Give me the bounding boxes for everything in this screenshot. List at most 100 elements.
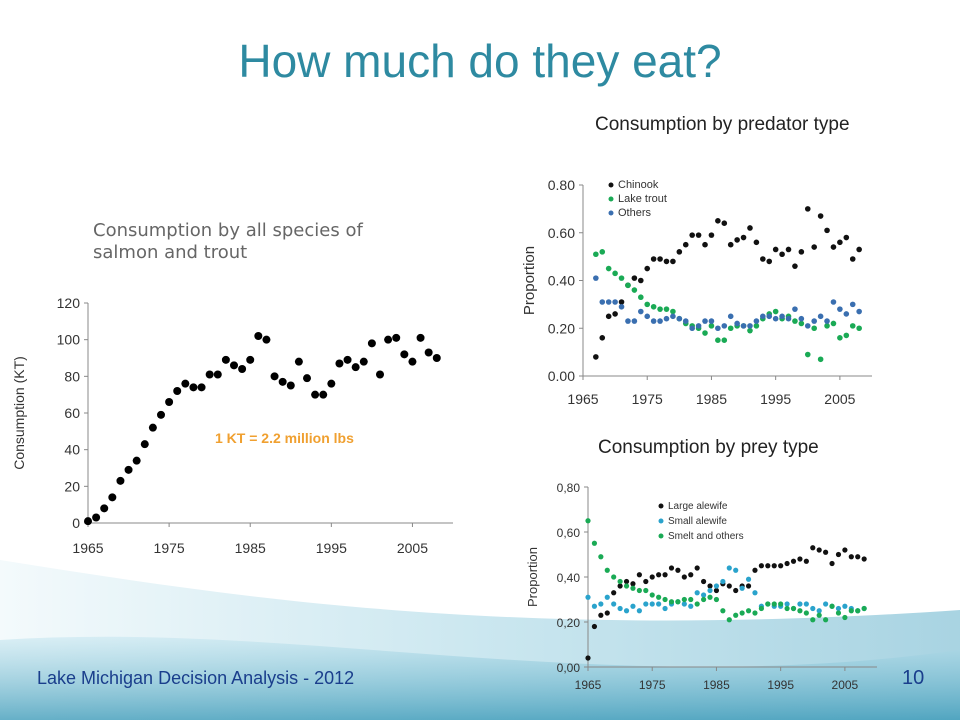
chart-annotation: 1 KT = 2.2 million lbs [215, 430, 354, 446]
data-point [416, 333, 425, 342]
data-point [213, 370, 222, 379]
data-point [424, 348, 433, 357]
data-point [618, 299, 625, 305]
data-point [638, 294, 644, 301]
data-point [715, 337, 721, 343]
data-point [165, 398, 174, 406]
data-point [733, 587, 739, 594]
data-point [849, 301, 856, 308]
y-tick-label: 0.60 [548, 225, 575, 241]
data-point [630, 585, 636, 591]
data-point [593, 251, 599, 258]
data-point [726, 565, 732, 571]
data-point [708, 323, 715, 329]
y-tick-label: 20 [64, 478, 80, 494]
data-point [676, 315, 683, 322]
data-point [625, 318, 631, 324]
data-point [631, 318, 638, 324]
data-point [720, 578, 726, 585]
data-point [638, 308, 644, 315]
slide-title: How much do they eat? [238, 35, 722, 87]
data-point [804, 206, 811, 212]
y-tick-label: 0,40 [557, 571, 581, 585]
data-point [643, 587, 649, 594]
data-point [246, 355, 255, 364]
data-point [631, 287, 638, 293]
data-point [132, 456, 141, 465]
data-point [823, 549, 829, 555]
data-point [644, 265, 651, 272]
data-point [605, 313, 612, 320]
data-point [771, 563, 777, 569]
data-point [636, 572, 642, 578]
data-point [861, 556, 867, 562]
data-point [638, 277, 644, 284]
data-point [842, 614, 848, 621]
data-point [849, 323, 856, 329]
data-point [835, 551, 842, 558]
data-point [636, 587, 642, 594]
data-point [294, 357, 303, 366]
data-point [803, 558, 809, 564]
data-point [702, 241, 708, 248]
data-point [675, 599, 681, 605]
data-point [785, 246, 792, 253]
data-point [848, 608, 854, 614]
data-point [599, 249, 606, 255]
data-point [829, 560, 835, 567]
y-tick-label: 0,60 [557, 526, 581, 540]
data-point [790, 605, 797, 612]
data-point [662, 596, 668, 603]
data-point [650, 256, 657, 262]
data-point [707, 583, 713, 589]
slide-number: 10 [902, 667, 925, 689]
data-point [823, 601, 829, 607]
data-point [843, 234, 850, 241]
y-tick-label: 0,00 [557, 661, 581, 675]
legend-label: Others [618, 207, 652, 219]
data-point [733, 612, 739, 618]
legend-marker [658, 503, 664, 509]
data-point [657, 306, 663, 312]
data-point [856, 325, 862, 332]
data-point [598, 601, 604, 607]
data-point [843, 332, 850, 339]
data-point [100, 504, 109, 513]
x-tick-label: 2005 [832, 678, 859, 692]
data-point [650, 318, 657, 324]
data-point [702, 318, 708, 324]
data-point [205, 370, 214, 379]
data-point [585, 655, 591, 661]
data-point [753, 318, 760, 324]
data-point [758, 563, 764, 569]
x-tick-label: 2005 [397, 540, 428, 556]
data-point [689, 232, 695, 238]
data-point [713, 587, 720, 594]
data-point [254, 332, 263, 340]
data-point [745, 576, 752, 582]
data-point [715, 218, 721, 224]
data-point [591, 603, 598, 609]
data-point [644, 313, 651, 320]
data-point [663, 315, 670, 322]
x-tick-label: 1965 [567, 391, 598, 407]
data-point [824, 318, 830, 324]
data-point [657, 256, 663, 262]
y-tick-label: 0,80 [557, 481, 581, 495]
data-point [670, 313, 676, 320]
data-point [604, 610, 610, 616]
data-point [197, 383, 206, 392]
data-point [784, 560, 790, 567]
data-point [842, 547, 848, 553]
data-point [701, 596, 707, 603]
data-point [811, 325, 817, 332]
data-point [707, 594, 713, 600]
data-point [843, 311, 850, 317]
x-tick-label: 1965 [575, 678, 602, 692]
data-point [778, 563, 784, 569]
data-point [803, 601, 809, 607]
data-point [585, 594, 591, 600]
data-point [803, 610, 809, 616]
data-point [286, 381, 295, 390]
data-point [670, 308, 676, 315]
